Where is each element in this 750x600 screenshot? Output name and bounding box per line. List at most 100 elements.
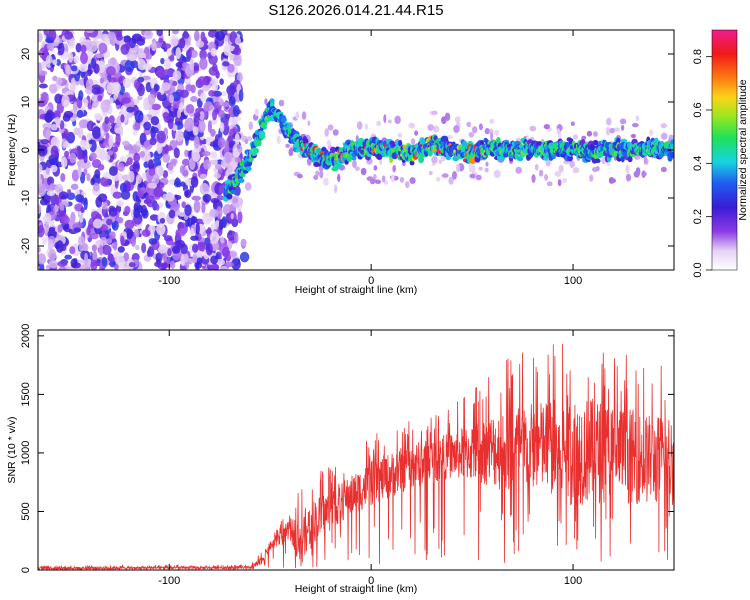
spectrogram-cell <box>240 238 247 247</box>
spectrogram-cell <box>38 253 47 265</box>
spectrogram-cell <box>169 94 175 104</box>
spectrogram-cell <box>554 170 562 177</box>
spectrogram-cell <box>136 189 144 198</box>
spectrogram-cell <box>260 130 266 138</box>
spectrogram-cell <box>55 77 63 85</box>
spectrogram-cell <box>567 154 573 162</box>
spectrogram-cell <box>414 130 419 136</box>
spectrogram-cell <box>108 166 118 176</box>
spectrogram-cell <box>162 112 170 119</box>
spectrogram-cell <box>73 227 82 233</box>
spectrogram-cell <box>234 156 241 163</box>
spectrogram-cell <box>203 105 210 112</box>
spectrogram-cell <box>649 129 654 137</box>
spectrogram-cell <box>55 59 62 66</box>
spectrogram-cell <box>220 91 227 97</box>
spectrogram-cell <box>237 197 244 207</box>
spectrogram-cell <box>394 115 401 125</box>
spectrogram-cell <box>57 42 65 56</box>
spectrogram-cell <box>128 54 136 62</box>
spectrogram-cell <box>109 231 116 240</box>
spectrogram-cell <box>109 206 118 217</box>
spectrogram-cell <box>156 141 163 155</box>
spectrogram-cell <box>163 58 172 70</box>
spectrogram-cell <box>93 182 100 192</box>
spectrogram-cell <box>133 152 141 163</box>
snr-x-label: Height of straight line (km) <box>295 583 418 595</box>
spectrogram-cell <box>91 101 98 109</box>
spectrogram-cell <box>352 159 357 169</box>
spectrogram-cell <box>167 161 174 171</box>
spectrogram-cell <box>193 200 201 214</box>
spectrogram-cell <box>208 90 215 97</box>
spectrogram-cell <box>409 160 415 166</box>
spectrogram-cell <box>65 64 71 75</box>
spectrogram-cell <box>193 112 201 118</box>
spectrogram-cell <box>102 120 111 132</box>
spectrogram-cell <box>116 115 122 127</box>
spectrogram-cell <box>60 173 66 182</box>
colorbar-tick-label: 0.8 <box>692 49 704 64</box>
spectrogram-cell <box>287 126 292 132</box>
spectrogram-cell <box>609 127 615 134</box>
spectrogram-cell <box>67 189 72 195</box>
spectrogram-cell <box>38 50 43 57</box>
spectrogram-cell <box>193 115 200 128</box>
spectrogram-cell <box>557 179 562 187</box>
spectrogram-cell <box>444 112 451 121</box>
spectrogram-cell <box>151 157 162 168</box>
spectrogram-cell <box>141 229 151 238</box>
spectrogram-cell <box>605 126 611 136</box>
spectrogram-cell <box>108 134 114 148</box>
spectrogram-cell <box>124 205 131 215</box>
spectrogram-cell <box>128 262 136 268</box>
spectrogram-cell <box>61 94 70 108</box>
spectrogram-cell <box>65 266 71 270</box>
spectrogram-cell <box>148 238 158 245</box>
spectrogram-cell <box>119 182 127 193</box>
spectrogram-cell <box>42 122 52 130</box>
spectrogram-cell <box>105 66 116 77</box>
spectrogram-cell <box>89 232 99 240</box>
spectrogram-cell <box>175 47 182 60</box>
spectrogram-cell <box>141 208 149 219</box>
spectrogram-cell <box>234 116 242 122</box>
spectrogram-cell <box>64 150 70 158</box>
spectrogram-cell <box>91 94 98 102</box>
spectrogram-cell <box>132 123 141 131</box>
spectrogram-cell <box>336 163 342 169</box>
colorbar-tick-label: 0.2 <box>692 209 704 224</box>
spectrogram-cell <box>374 179 382 185</box>
spectrogram-cell <box>428 171 433 176</box>
spectrogram-cell <box>163 145 173 152</box>
spectrogram-cell <box>81 160 91 170</box>
spectrogram-cell <box>97 95 103 102</box>
spectrogram-cell <box>189 227 195 237</box>
spectrogram-cell <box>199 110 205 121</box>
spectrogram-cell <box>154 84 160 92</box>
spectrogram-cell <box>120 114 125 123</box>
spectrogram-cell <box>485 161 489 167</box>
spectrogram-cell <box>228 95 236 107</box>
spectrogram-cell <box>256 141 261 146</box>
spectrogram-cell <box>192 126 199 136</box>
spectrogram-cell <box>364 123 368 131</box>
spectrogram-cell <box>219 122 225 133</box>
spectrogram-cell <box>281 117 287 123</box>
spectrogram-cell <box>208 159 219 165</box>
spectrogram-cell <box>139 151 146 158</box>
spectrogram-cell <box>50 164 58 173</box>
spectrogram-cell <box>75 42 82 53</box>
colorbar: 0.0 0.2 0.4 0.6 0.8 Normalized spectral ampl… <box>692 29 749 278</box>
spectrogram-cell <box>197 120 206 133</box>
spectrogram-cell <box>431 156 438 164</box>
spectrogram-cell <box>137 59 147 71</box>
spectrogram-cell <box>179 89 189 99</box>
spectrogram-cell <box>230 189 236 195</box>
spectrogram-cell <box>79 51 88 65</box>
spectrogram-cell <box>307 120 311 127</box>
snr-series-line <box>38 343 674 570</box>
spectrogram-cell <box>39 198 48 206</box>
spectrogram-cell <box>466 121 472 128</box>
